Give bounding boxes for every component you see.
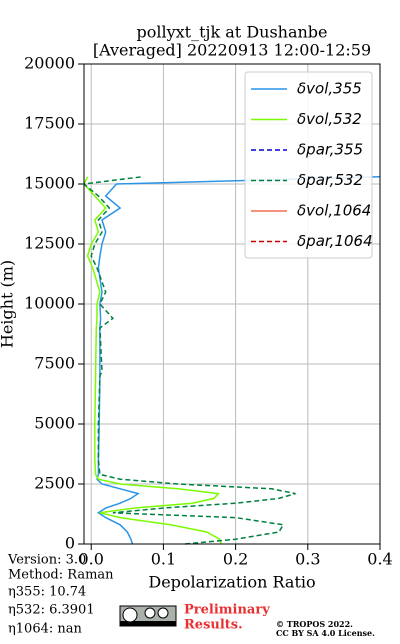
plot-frame — [83, 63, 381, 545]
legend: δvol,355 δvol,532 δpar,355 δpar,532 δvol,106… — [244, 71, 373, 259]
profile-line — [82, 176, 296, 545]
x-tick-label: 0.4 — [367, 550, 392, 569]
legend-label: δvol,532 — [297, 110, 362, 128]
info-text: η355: 10.74 — [8, 585, 86, 600]
x-tick-label: 0.2 — [223, 550, 248, 569]
legend-box — [244, 71, 373, 259]
y-axis-label: Height (m) — [0, 260, 17, 348]
legend-label: δvol,1064 — [297, 202, 371, 220]
cc-badge — [119, 605, 177, 627]
y-tick-label: 12500 — [24, 234, 75, 253]
y-tick-label: 0 — [65, 534, 75, 553]
preliminary-text: Preliminary — [184, 603, 270, 618]
info-text: η532: 6.3901 — [8, 603, 95, 618]
chart-title: pollyxt_tjk at Dushanbe — [136, 23, 327, 42]
legend-label: δpar,532 — [297, 171, 363, 189]
profile-line — [83, 176, 222, 545]
x-axis-label: Depolarization Ratio — [148, 573, 315, 592]
y-tick-label: 5000 — [34, 414, 75, 433]
legend-label: δpar,1064 — [297, 232, 373, 250]
y-tick-label: 15000 — [24, 174, 75, 193]
x-tick-label: 0.3 — [295, 550, 320, 569]
y-tick-label: 10000 — [24, 294, 75, 313]
info-text: Method: Raman — [8, 568, 114, 583]
profile-line — [96, 176, 381, 545]
y-tick-label: 2500 — [34, 474, 75, 493]
x-tick-label: 0.1 — [151, 550, 176, 569]
license-text: CC BY SA 4.0 License. — [276, 628, 375, 638]
y-tick-label: 7500 — [34, 354, 75, 373]
preliminary-text: Results. — [184, 618, 243, 633]
info-text: η1064: nan — [8, 622, 83, 637]
y-tick-label: 20000 — [24, 54, 75, 73]
x-tick-label: 0.0 — [78, 550, 103, 569]
y-tick-label: 17500 — [24, 114, 75, 133]
legend-label: δvol,355 — [297, 80, 362, 98]
copyright-text: © TROPOS 2022. — [276, 619, 353, 629]
info-text: Version: 3.0 — [7, 553, 86, 568]
chart-subtitle: [Averaged] 20220913 12:00-12:59 — [93, 41, 371, 60]
legend-label: δpar,355 — [297, 141, 363, 159]
